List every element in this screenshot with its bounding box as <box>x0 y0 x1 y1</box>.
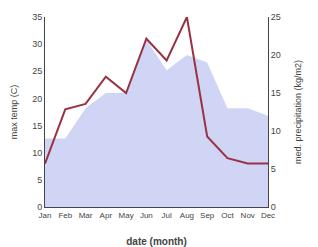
svg-text:med. precipitation (kg/m2): med. precipitation (kg/m2) <box>293 60 303 164</box>
svg-text:Nov: Nov <box>241 211 255 220</box>
svg-text:25: 25 <box>32 66 42 76</box>
svg-text:Apr: Apr <box>100 211 113 220</box>
svg-text:15: 15 <box>32 121 42 131</box>
svg-text:5: 5 <box>37 175 42 185</box>
svg-text:0: 0 <box>271 202 276 212</box>
svg-text:15: 15 <box>271 88 281 98</box>
svg-text:Jun: Jun <box>140 211 153 220</box>
svg-text:35: 35 <box>32 12 42 22</box>
svg-text:10: 10 <box>32 148 42 158</box>
svg-text:May: May <box>119 211 134 220</box>
svg-text:Jan: Jan <box>39 211 52 220</box>
svg-text:20: 20 <box>32 94 42 104</box>
svg-text:Mar: Mar <box>79 211 93 220</box>
svg-text:25: 25 <box>271 12 281 22</box>
svg-text:Aug: Aug <box>180 211 194 220</box>
svg-text:Oct: Oct <box>221 211 234 220</box>
svg-text:max temp (C): max temp (C) <box>9 85 19 140</box>
svg-text:5: 5 <box>271 164 276 174</box>
svg-text:0: 0 <box>37 202 42 212</box>
svg-text:Jul: Jul <box>162 211 172 220</box>
svg-text:30: 30 <box>32 39 42 49</box>
svg-text:20: 20 <box>271 50 281 60</box>
svg-text:Dec: Dec <box>261 211 275 220</box>
svg-text:10: 10 <box>271 126 281 136</box>
svg-text:Sep: Sep <box>200 211 215 220</box>
svg-text:date (month): date (month) <box>126 236 187 247</box>
svg-text:Feb: Feb <box>58 211 72 220</box>
